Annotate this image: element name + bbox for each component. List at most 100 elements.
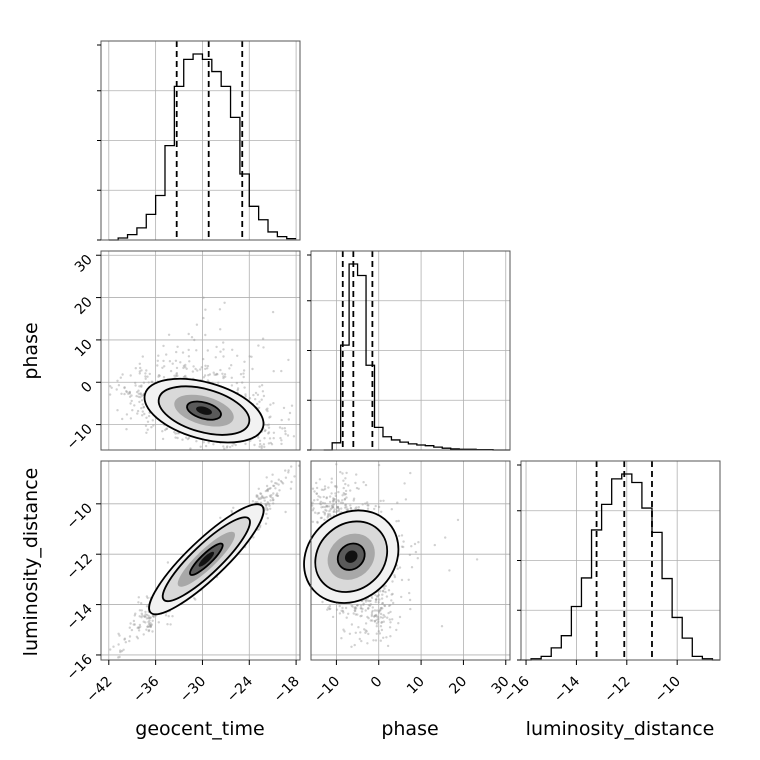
- scatter-point: [364, 483, 368, 487]
- scatter-point: [272, 502, 275, 505]
- scatter-point: [117, 643, 120, 646]
- scatter-point: [190, 336, 194, 339]
- scatter-point: [359, 604, 363, 607]
- scatter-point: [137, 596, 140, 599]
- scatter-point: [269, 486, 272, 490]
- scatter-point: [142, 381, 146, 384]
- scatter-point: [222, 341, 225, 344]
- scatter-point: [349, 507, 352, 510]
- scatter-point: [377, 593, 381, 597]
- scatter-point: [337, 490, 340, 494]
- scatter-point: [340, 637, 343, 640]
- scatter-point: [323, 487, 327, 491]
- scatter-point: [175, 366, 179, 370]
- scatter-point: [381, 601, 384, 605]
- scatter-point: [371, 619, 374, 622]
- scatter-point: [125, 428, 128, 431]
- scatter-point: [268, 487, 271, 490]
- hist-bin: [632, 483, 642, 660]
- scatter-point: [278, 489, 281, 492]
- scatter-point: [140, 384, 143, 387]
- scatter-point: [332, 497, 336, 501]
- scatter-point: [157, 354, 160, 357]
- scatter-point: [277, 483, 280, 486]
- scatter-point: [212, 443, 215, 446]
- scatter-point: [360, 614, 363, 617]
- scatter-point: [141, 410, 144, 413]
- scatter-point: [357, 626, 360, 629]
- scatter-point: [328, 604, 331, 608]
- scatter-point: [108, 393, 112, 396]
- scatter-point: [185, 436, 188, 439]
- scatter-point: [375, 609, 379, 612]
- scatter-point: [400, 534, 404, 537]
- scatter-point: [195, 440, 198, 443]
- scatter-point: [147, 629, 151, 632]
- hist-bin: [212, 72, 221, 240]
- scatter-point: [456, 518, 460, 522]
- scatter-point: [280, 369, 283, 373]
- scatter-point: [149, 616, 152, 619]
- scatter-point: [206, 367, 209, 370]
- scatter-point: [287, 418, 290, 421]
- scatter-point: [330, 507, 333, 510]
- scatter-point: [171, 362, 174, 365]
- scatter-point: [361, 607, 364, 611]
- scatter-point: [257, 344, 260, 347]
- scatter-point: [123, 637, 127, 640]
- scatter-point: [167, 333, 171, 336]
- scatter-point: [417, 541, 420, 544]
- scatter-point: [334, 500, 338, 504]
- scatter-point: [367, 604, 371, 607]
- scatter-point: [322, 510, 325, 514]
- scatter-point: [377, 505, 381, 509]
- scatter-point: [278, 426, 282, 429]
- scatter-point: [356, 613, 359, 616]
- scatter-point: [377, 620, 380, 623]
- scatter-point: [332, 499, 335, 502]
- scatter-point: [267, 426, 271, 429]
- scatter-point: [322, 495, 325, 499]
- scatter-point: [136, 626, 139, 630]
- scatter-point: [195, 323, 199, 326]
- scatter-point: [269, 499, 272, 502]
- scatter-point: [125, 390, 128, 394]
- scatter-point: [327, 514, 330, 517]
- scatter-point: [140, 609, 143, 612]
- y-tick-label: −14: [64, 601, 96, 633]
- scatter-point: [328, 495, 332, 498]
- scatter-point: [354, 613, 357, 616]
- scatter-point: [370, 613, 374, 616]
- scatter-point: [270, 480, 273, 483]
- scatter-point: [140, 612, 143, 615]
- scatter-point: [182, 376, 185, 379]
- scatter-point: [141, 414, 144, 417]
- scatter-point: [376, 615, 379, 619]
- scatter-point: [332, 503, 336, 506]
- scatter-point: [147, 616, 150, 620]
- hist-bin: [249, 206, 258, 240]
- scatter-point: [364, 631, 367, 634]
- scatter-point: [324, 508, 327, 512]
- scatter-point: [402, 545, 405, 549]
- scatter-point: [357, 487, 360, 490]
- scatter-point: [212, 371, 215, 374]
- scatter-point: [349, 504, 352, 507]
- scatter-point: [361, 503, 364, 506]
- scatter-point: [251, 367, 254, 371]
- scatter-point: [264, 429, 267, 432]
- scatter-point: [311, 487, 315, 490]
- scatter-point: [129, 417, 133, 420]
- scatter-point: [328, 607, 331, 611]
- scatter-point: [232, 506, 235, 509]
- scatter-point: [150, 623, 153, 626]
- scatter-point: [327, 505, 331, 508]
- scatter-point: [230, 384, 234, 387]
- scatter-point: [381, 589, 385, 593]
- scatter-point: [377, 601, 380, 604]
- scatter-point: [147, 629, 150, 633]
- scatter-point: [265, 495, 268, 499]
- scatter-point: [137, 626, 141, 630]
- scatter-point: [351, 605, 354, 608]
- scatter-point: [149, 625, 152, 629]
